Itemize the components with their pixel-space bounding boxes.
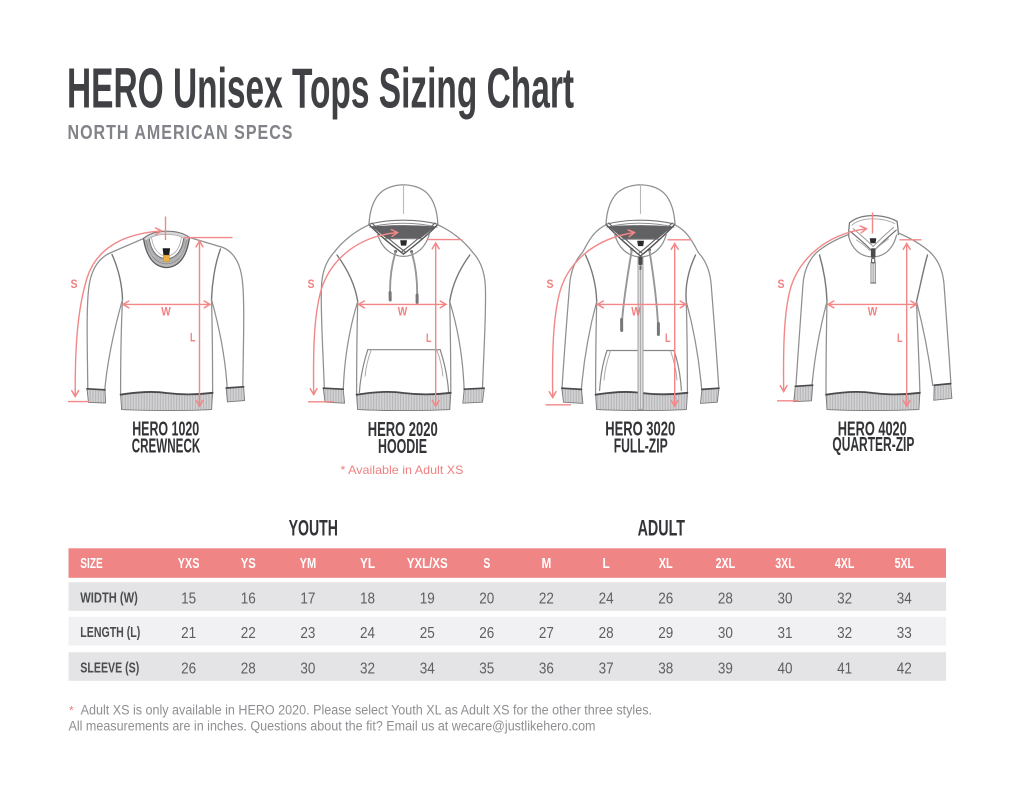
svg-text:YL: YL [360, 555, 375, 572]
svg-text:20: 20 [479, 590, 494, 607]
svg-text:22: 22 [241, 625, 256, 642]
svg-text:18: 18 [360, 590, 375, 607]
svg-text:30: 30 [300, 660, 315, 677]
svg-text:SIZE: SIZE [80, 555, 103, 572]
svg-text:41: 41 [837, 660, 852, 677]
svg-text:W: W [398, 305, 408, 319]
svg-text:35: 35 [479, 660, 494, 677]
svg-text:38: 38 [658, 660, 673, 677]
svg-text:S: S [308, 277, 315, 291]
svg-text:40: 40 [778, 660, 793, 677]
svg-text:QUARTER-ZIP: QUARTER-ZIP [832, 434, 914, 456]
svg-text:5XL: 5XL [895, 555, 914, 572]
svg-text:21: 21 [181, 625, 196, 642]
svg-text:LENGTH (L): LENGTH (L) [80, 624, 140, 641]
svg-text:16: 16 [241, 590, 256, 607]
svg-text:WIDTH (W): WIDTH (W) [80, 590, 138, 607]
svg-text:HERO 1020: HERO 1020 [132, 419, 199, 441]
svg-text:15: 15 [181, 590, 196, 607]
svg-text:4XL: 4XL [835, 555, 855, 572]
svg-text:24: 24 [599, 590, 614, 607]
svg-text:HERO Unisex Tops Sizing Chart: HERO Unisex Tops Sizing Chart [67, 57, 574, 121]
svg-text:SLEEVE (S): SLEEVE (S) [80, 660, 139, 677]
svg-text:25: 25 [420, 625, 435, 642]
svg-text:L: L [665, 331, 671, 345]
svg-text:32: 32 [360, 660, 375, 677]
svg-text:* Available in Adult XS: * Available in Adult XS [341, 463, 464, 477]
svg-text:HERO 2020: HERO 2020 [368, 419, 438, 441]
svg-text:2XL: 2XL [716, 555, 736, 572]
svg-text:37: 37 [599, 660, 614, 677]
svg-text:YXS: YXS [178, 555, 200, 572]
svg-text:CREWNECK: CREWNECK [132, 435, 201, 457]
svg-text:31: 31 [778, 625, 793, 642]
svg-text:17: 17 [300, 590, 315, 607]
svg-text:3XL: 3XL [775, 555, 795, 572]
svg-text:W: W [161, 305, 171, 319]
svg-text:19: 19 [420, 590, 435, 607]
svg-text:YOUTH: YOUTH [289, 516, 338, 541]
svg-text:30: 30 [778, 590, 793, 607]
svg-text:S: S [483, 555, 490, 572]
svg-text:*: * [69, 704, 74, 718]
svg-text:YS: YS [241, 555, 256, 572]
svg-text:Adult XS is only available in: Adult XS is only available in HERO 2020.… [81, 703, 652, 719]
svg-text:L: L [897, 331, 903, 345]
svg-text:24: 24 [360, 625, 375, 642]
svg-text:23: 23 [300, 625, 315, 642]
svg-text:XL: XL [659, 555, 673, 572]
svg-text:42: 42 [897, 660, 912, 677]
svg-text:L: L [190, 331, 196, 345]
svg-text:28: 28 [599, 625, 614, 642]
svg-text:YXL/XS: YXL/XS [407, 555, 448, 572]
svg-text:26: 26 [658, 590, 673, 607]
svg-text:L: L [426, 331, 432, 345]
svg-text:34: 34 [420, 660, 435, 677]
svg-text:W: W [868, 305, 878, 319]
svg-text:28: 28 [241, 660, 256, 677]
svg-text:26: 26 [181, 660, 196, 677]
svg-text:32: 32 [837, 590, 852, 607]
svg-text:FULL-ZIP: FULL-ZIP [614, 436, 668, 458]
svg-text:NORTH AMERICAN SPECS: NORTH AMERICAN SPECS [68, 121, 294, 144]
svg-text:39: 39 [718, 660, 733, 677]
svg-text:33: 33 [897, 625, 912, 642]
svg-text:S: S [71, 277, 78, 291]
svg-text:HERO 4020: HERO 4020 [838, 419, 907, 441]
svg-text:YM: YM [300, 555, 317, 572]
svg-text:ADULT: ADULT [638, 516, 686, 541]
svg-text:M: M [542, 555, 552, 572]
svg-text:26: 26 [479, 625, 494, 642]
svg-text:22: 22 [539, 590, 554, 607]
svg-text:HERO 3020: HERO 3020 [605, 419, 675, 441]
svg-text:S: S [547, 277, 554, 291]
svg-text:All measurements are in inches: All measurements are in inches. Question… [69, 719, 596, 735]
svg-text:32: 32 [837, 625, 852, 642]
svg-text:S: S [778, 277, 785, 291]
svg-text:36: 36 [539, 660, 554, 677]
svg-text:HOODIE: HOODIE [378, 436, 427, 458]
svg-text:28: 28 [718, 590, 733, 607]
svg-text:L: L [602, 555, 609, 572]
svg-text:34: 34 [897, 590, 912, 607]
svg-text:27: 27 [539, 625, 554, 642]
svg-text:W: W [631, 305, 641, 319]
svg-text:30: 30 [718, 625, 733, 642]
svg-text:29: 29 [658, 625, 673, 642]
